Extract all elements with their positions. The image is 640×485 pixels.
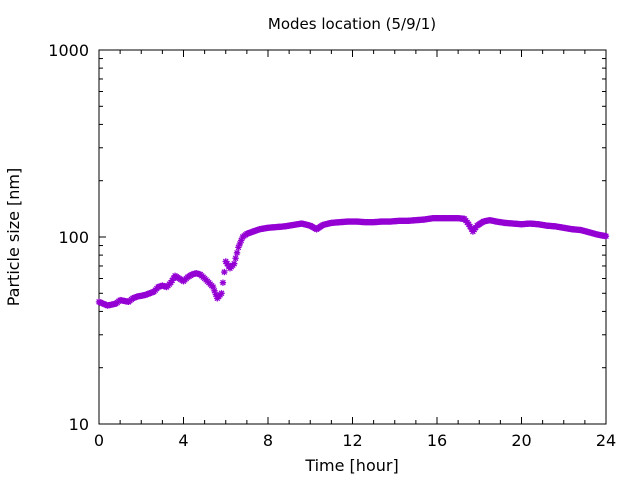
data-point bbox=[236, 240, 244, 248]
y-tick-label: 1000 bbox=[48, 41, 89, 60]
data-point bbox=[219, 279, 227, 286]
plot-frame bbox=[98, 49, 607, 425]
data-point bbox=[465, 221, 472, 228]
axis-tick-labels: 0 4 8 12 16 20 24 10 100 1000 bbox=[48, 41, 616, 450]
chart-title: Modes location (5/9/1) bbox=[268, 15, 436, 33]
x-tick-label: 8 bbox=[263, 431, 273, 450]
y-tick-label: 10 bbox=[69, 415, 89, 434]
data-point bbox=[231, 260, 238, 267]
x-tick-label: 16 bbox=[427, 431, 447, 450]
data-point bbox=[602, 232, 610, 240]
axis-ticks bbox=[98, 50, 607, 425]
y-tick-label: 100 bbox=[58, 228, 89, 247]
x-tick-label: 0 bbox=[94, 431, 104, 450]
x-tick-label: 20 bbox=[511, 431, 531, 450]
y-axis-title: Particle size [nm] bbox=[4, 168, 23, 307]
data-point bbox=[233, 249, 241, 257]
x-tick-label: 4 bbox=[178, 431, 188, 450]
data-point bbox=[211, 287, 218, 295]
data-point bbox=[218, 290, 225, 297]
data-point bbox=[238, 237, 245, 244]
x-tick-label: 12 bbox=[342, 431, 362, 450]
x-tick-label: 24 bbox=[596, 431, 616, 450]
data-point bbox=[212, 291, 220, 298]
data-point bbox=[235, 244, 242, 251]
data-point bbox=[209, 283, 217, 291]
data-point bbox=[232, 255, 239, 262]
data-point bbox=[221, 268, 228, 276]
data-points bbox=[95, 215, 610, 309]
data-point bbox=[466, 223, 474, 230]
x-axis-title: Time [hour] bbox=[304, 456, 398, 475]
